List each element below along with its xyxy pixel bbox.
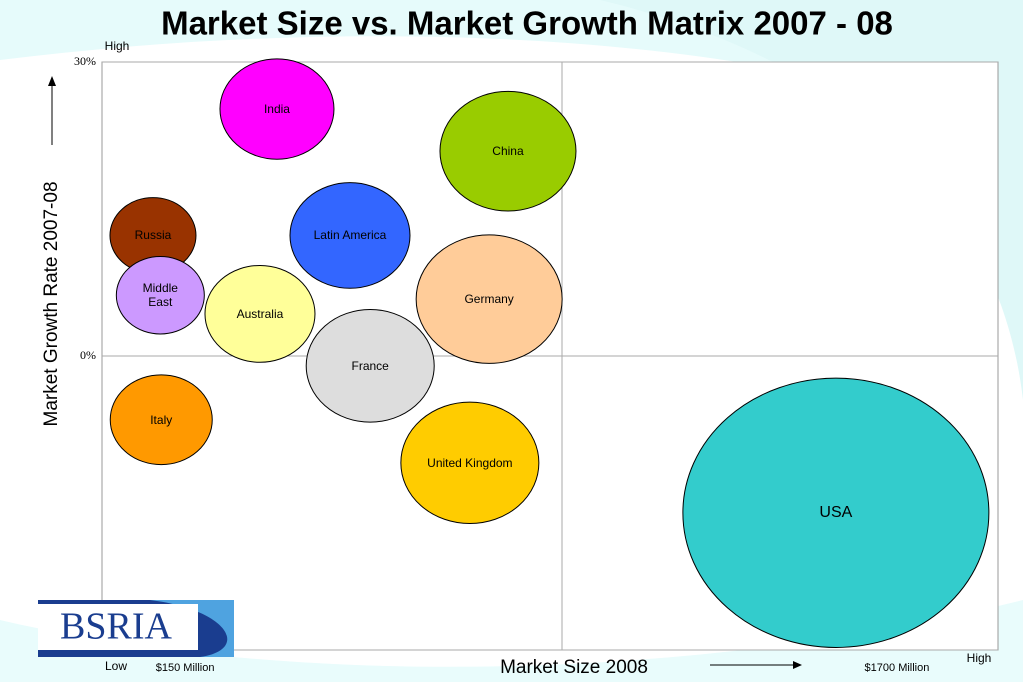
bubble-label: Latin America bbox=[313, 228, 387, 243]
bubble-label: Germany bbox=[464, 292, 514, 307]
logo: BSRIA bbox=[38, 600, 234, 657]
bubble bbox=[682, 377, 990, 648]
bubble bbox=[219, 58, 335, 160]
bubble-label: France bbox=[351, 358, 389, 373]
bubble bbox=[204, 264, 316, 363]
bubble-label: Russia bbox=[134, 228, 172, 243]
logo-text: BSRIA bbox=[60, 606, 172, 648]
bubble bbox=[115, 256, 205, 335]
bubble-label: USA bbox=[819, 503, 853, 521]
bubble bbox=[305, 308, 435, 423]
x-axis-label: Market Size 2008 bbox=[500, 657, 648, 678]
y-arrow bbox=[48, 76, 56, 145]
bubble-label: Italy bbox=[150, 412, 173, 427]
x-arrow bbox=[710, 661, 802, 669]
x-high-label: High bbox=[967, 651, 992, 665]
y-axis-label: Market Growth Rate 2007-08 bbox=[41, 181, 62, 426]
y-high-label: High bbox=[105, 39, 130, 53]
bubble bbox=[439, 90, 577, 212]
bubble-label: India bbox=[263, 102, 290, 117]
bubble-label: United Kingdom bbox=[427, 455, 513, 470]
bubble bbox=[400, 401, 540, 525]
bubble bbox=[289, 182, 411, 289]
y-tick-label: 0% bbox=[80, 348, 96, 362]
x-tick-label: $1700 Million bbox=[865, 662, 930, 674]
bubble-label: Australia bbox=[236, 306, 284, 321]
bubble bbox=[109, 374, 213, 466]
bubble bbox=[415, 234, 563, 364]
bubble-label: Middle East bbox=[142, 281, 178, 310]
x-low-label: Low bbox=[105, 659, 127, 673]
bubble-label: China bbox=[492, 144, 524, 159]
chart-title: Market Size vs. Market Growth Matrix 200… bbox=[161, 5, 893, 42]
x-tick-label: $150 Million bbox=[156, 662, 215, 674]
y-tick-label: 30% bbox=[74, 54, 96, 68]
